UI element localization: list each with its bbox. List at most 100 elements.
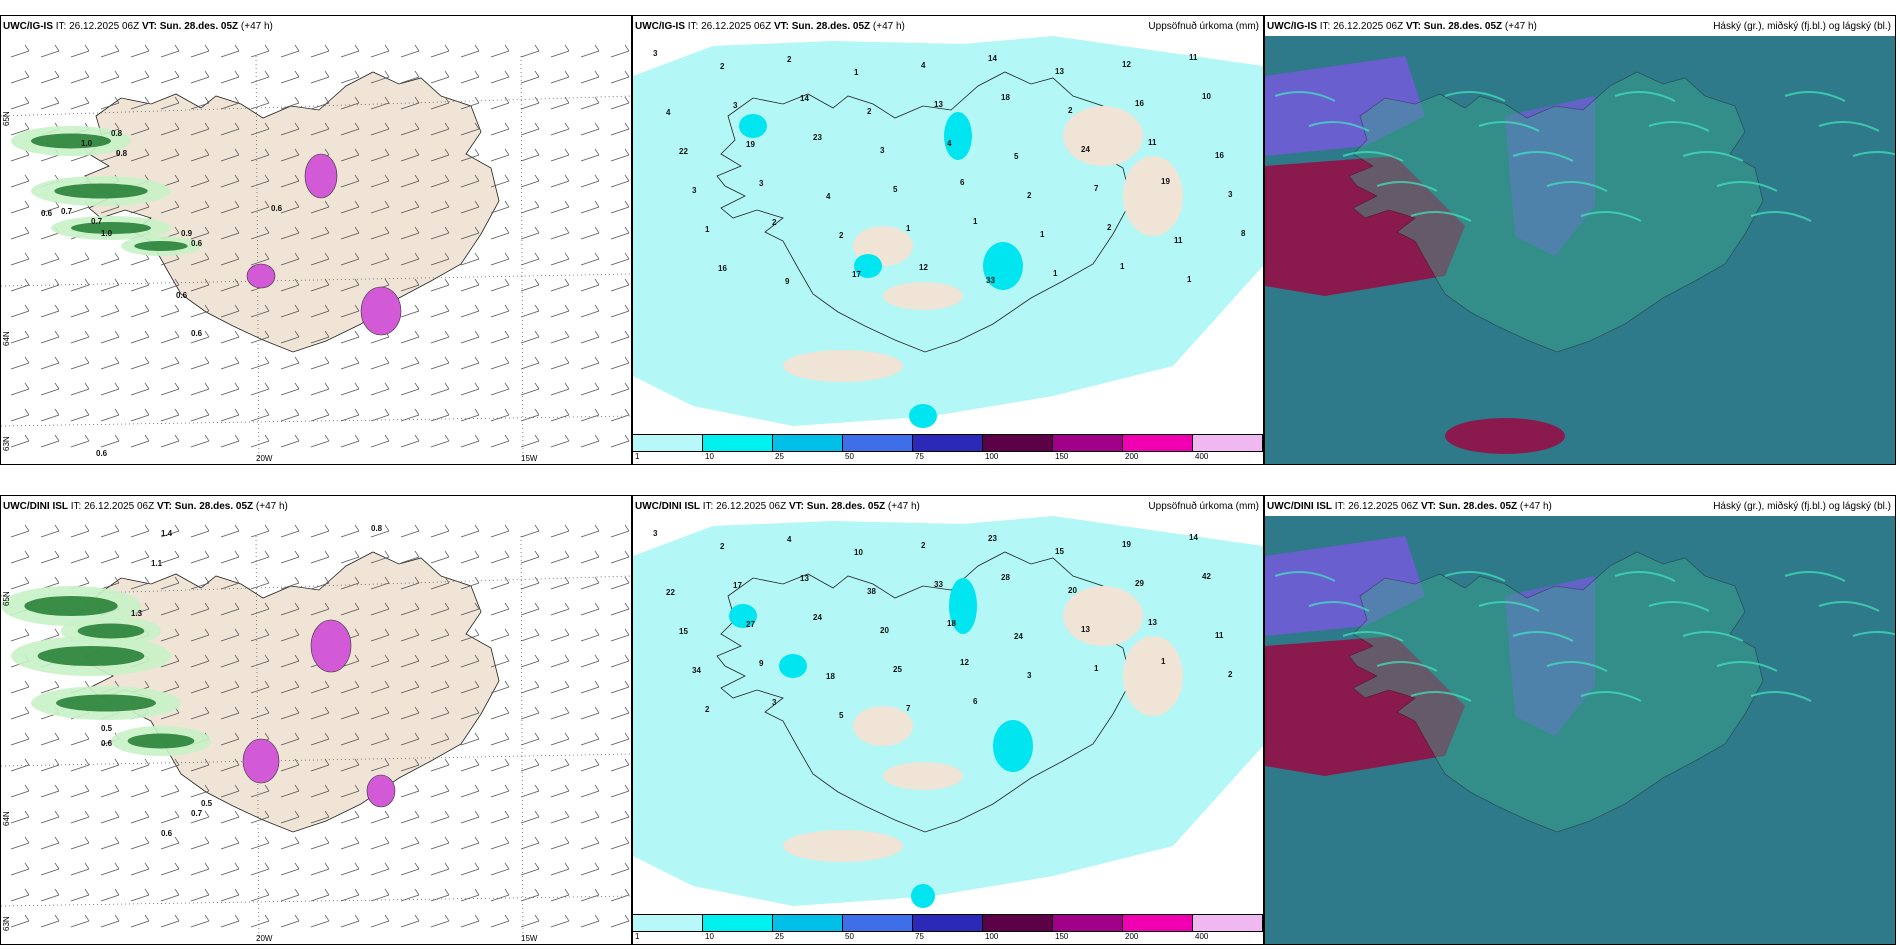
wind-barb-icon [520, 330, 540, 344]
wind-barb-icon [400, 680, 420, 694]
wind-barb-icon [430, 96, 450, 110]
wind-barb-icon [550, 44, 570, 58]
colorbar-tick-label: 25 [775, 932, 784, 941]
cloud-edge-streak [1784, 571, 1846, 582]
wind-barb-icon [70, 252, 90, 266]
wind-barb-icon [10, 862, 30, 876]
precip-value-label: 19 [1161, 177, 1170, 186]
colorbar-swatch [983, 435, 1053, 451]
wind-barb-icon [400, 278, 420, 292]
cloud-edge-streak [1478, 121, 1540, 132]
wind-barb-icon [10, 408, 30, 422]
wind-barb-icon [160, 524, 180, 538]
wind-barb-icon [310, 200, 330, 214]
wind-barb-icon [580, 524, 600, 538]
wind-barb-icon [130, 784, 150, 798]
wind-barb-icon [460, 356, 480, 370]
wind-barb-icon [550, 148, 570, 162]
colorbar-swatch [1123, 915, 1193, 931]
wind-barb-icon [100, 278, 120, 292]
wind-barb-icon [520, 758, 540, 772]
wind-barb-icon [490, 70, 510, 84]
wind-barb-icon [280, 44, 300, 58]
precip-title: Uppsöfnuð úrkoma (mm) [1148, 21, 1259, 32]
wind-barb-icon [340, 758, 360, 772]
precip-value-label: 11 [1189, 53, 1198, 62]
wind-barb-icon [400, 382, 420, 396]
wind-barb-icon [430, 70, 450, 84]
wind-barb-icon [310, 576, 330, 590]
wind-barb-icon [100, 408, 120, 422]
precip-map-panel-row1: UWC/IG-IS IT: 26.12.2025 06Z VT: Sun. 28… [632, 15, 1264, 465]
precip-value-label: 3 [759, 179, 764, 188]
wind-barb-icon [130, 148, 150, 162]
colorbar-tick-label: 25 [775, 452, 784, 461]
wind-barb-icon [460, 784, 480, 798]
heavy-precip-area [310, 619, 352, 673]
wind-barb-icon [460, 732, 480, 746]
wind-barb-icon [490, 706, 510, 720]
precip-value-label: 12 [960, 658, 969, 667]
cloud-edge-streak [1682, 151, 1744, 162]
wind-barb-icon [400, 914, 420, 928]
precip-value-label: 13 [1055, 67, 1064, 76]
wind-barb-icon [220, 706, 240, 720]
wind-barb-icon [310, 758, 330, 772]
wind-barb-icon [40, 408, 60, 422]
wind-barb-icon [520, 200, 540, 214]
precip-core [71, 222, 151, 234]
cloud-edge-streak [1342, 151, 1404, 162]
colorbar-tick-label: 150 [1055, 452, 1069, 461]
wind-value-label: 0.6 [191, 239, 203, 248]
wind-barb-icon [430, 628, 450, 642]
iceland-landmass [84, 71, 500, 353]
wind-barb-icon [310, 784, 330, 798]
wind-barb-icon [430, 382, 450, 396]
wind-barb-icon [40, 44, 60, 58]
wind-barb-icon [370, 382, 390, 396]
wind-map: 1.00.80.80.6 0.70.71.0 0.90.60.60.60.60.6 [1, 36, 631, 464]
wind-barb-icon [580, 148, 600, 162]
wind-barb-icon [40, 304, 60, 318]
wind-barb-icon [340, 434, 360, 448]
precip-core [31, 133, 111, 149]
iceland-landmass [716, 551, 1132, 833]
wind-barb-icon [550, 836, 570, 850]
wind-barb-icon [460, 278, 480, 292]
wind-barb-icon [370, 200, 390, 214]
wind-barb-icon [10, 628, 30, 642]
wind-barb-icon [40, 252, 60, 266]
wind-barb-icon [40, 524, 60, 538]
wind-barb-icon [100, 356, 120, 370]
wind-barb-icon [460, 758, 480, 772]
wind-barb-icon [280, 304, 300, 318]
wind-barb-icon [550, 70, 570, 84]
wind-barb-icon [10, 278, 30, 292]
precip-value-label: 33 [934, 580, 943, 589]
wind-barb-icon [310, 836, 330, 850]
colorbar-swatch [913, 915, 983, 931]
wind-barb-icon [220, 732, 240, 746]
wind-barb-icon [400, 356, 420, 370]
wind-barb-icon [160, 408, 180, 422]
precip-value-label: 7 [1094, 184, 1099, 193]
wind-barb-icon [370, 226, 390, 240]
wind-barb-icon [580, 836, 600, 850]
wind-barb-icon [310, 706, 330, 720]
wind-barb-icon [550, 888, 570, 902]
wind-barb-icon [490, 758, 510, 772]
wind-barb-icon [130, 44, 150, 58]
wind-barb-icon [10, 836, 30, 850]
cloud-edge-streak [1444, 571, 1506, 582]
wind-value-label: 0.8 [111, 129, 123, 138]
wind-barb-icon [220, 654, 240, 668]
wind-barb-icon [340, 330, 360, 344]
lat-label-64n: 64N [2, 811, 11, 826]
wind-barb-icon [340, 278, 360, 292]
wind-barb-icon [310, 524, 330, 538]
precip-value-label: 3 [1228, 190, 1233, 199]
wind-barb-icon [250, 810, 270, 824]
precip-value-label: 9 [759, 659, 764, 668]
precip-heavy-area [911, 884, 935, 908]
precip-value-label: 17 [852, 270, 861, 279]
